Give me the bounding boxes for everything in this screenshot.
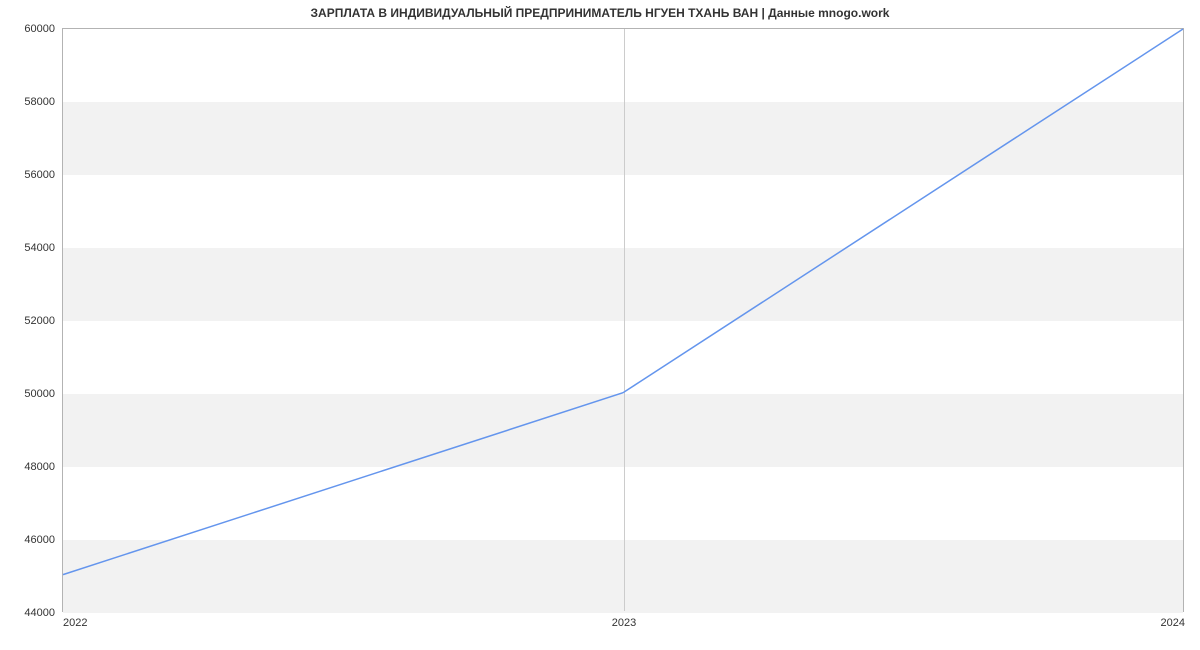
- line-series: [63, 29, 1183, 611]
- x-tick-label: 2022: [63, 617, 87, 629]
- y-tick-label: 48000: [24, 461, 55, 473]
- x-tick-label: 2024: [1161, 617, 1185, 629]
- y-tick-label: 56000: [24, 169, 55, 181]
- plot-area: 4400046000480005000052000540005600058000…: [62, 28, 1184, 612]
- x-tick-label: 2023: [612, 617, 636, 629]
- y-tick-label: 60000: [24, 23, 55, 35]
- y-tick-label: 46000: [24, 534, 55, 546]
- y-tick-label: 52000: [24, 315, 55, 327]
- y-tick-label: 58000: [24, 96, 55, 108]
- y-tick-label: 44000: [24, 607, 55, 619]
- salary-line-chart: ЗАРПЛАТА В ИНДИВИДУАЛЬНЫЙ ПРЕДПРИНИМАТЕЛ…: [0, 0, 1200, 650]
- y-tick-label: 50000: [24, 388, 55, 400]
- chart-title: ЗАРПЛАТА В ИНДИВИДУАЛЬНЫЙ ПРЕДПРИНИМАТЕЛ…: [0, 6, 1200, 20]
- y-tick-label: 54000: [24, 242, 55, 254]
